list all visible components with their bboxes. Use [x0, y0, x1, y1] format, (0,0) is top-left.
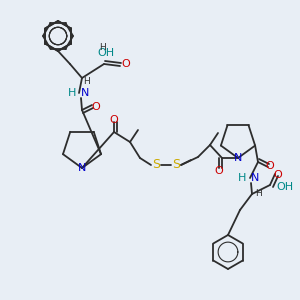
Text: N: N: [81, 88, 89, 98]
Text: S: S: [152, 158, 160, 172]
Text: N: N: [251, 173, 260, 183]
Text: H: H: [84, 77, 90, 86]
Text: H: H: [68, 88, 76, 98]
Text: H: H: [256, 190, 262, 199]
Text: O: O: [122, 59, 130, 69]
Text: N: N: [234, 153, 242, 163]
Text: O: O: [92, 102, 100, 112]
Text: H: H: [238, 173, 246, 183]
Text: H: H: [99, 43, 105, 52]
Text: S: S: [172, 158, 180, 172]
Text: OH: OH: [98, 48, 115, 58]
Text: O: O: [110, 115, 118, 125]
Text: N: N: [78, 163, 86, 173]
Text: O: O: [274, 170, 282, 180]
Text: O: O: [214, 166, 224, 176]
Text: OH: OH: [276, 182, 294, 192]
Text: O: O: [266, 161, 274, 171]
